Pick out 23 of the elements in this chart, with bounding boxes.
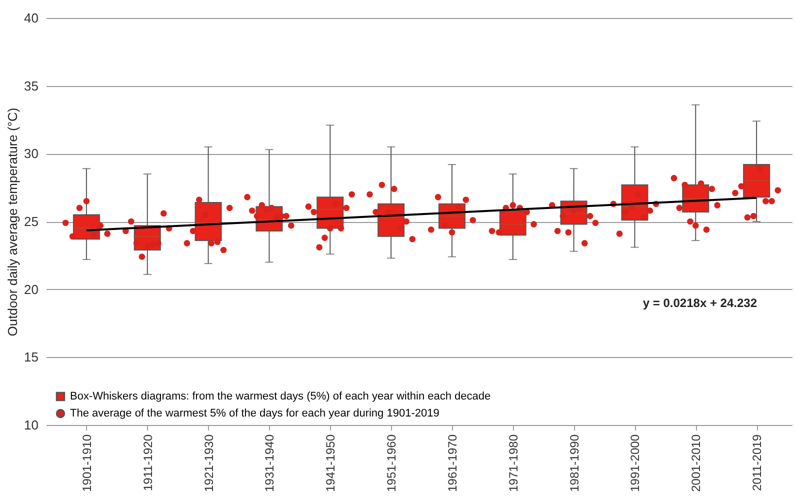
y-tick-label: 30 <box>24 146 38 162</box>
annotation: y = 0.0218x + 24.232 <box>642 296 758 310</box>
x-tick-label: 1951-1960 <box>384 434 399 492</box>
x-tick-label: 1981-1990 <box>567 434 582 492</box>
x-tick-label: 1901-1910 <box>80 434 94 492</box>
y-tick-label: 25 <box>24 214 38 229</box>
x-tick-label: 2011-2019 <box>750 434 764 491</box>
y-tick-label: 35 <box>24 78 38 94</box>
legend-label: The average of the warmest 5% of the days for each year during 1901-2019 <box>70 408 440 420</box>
y-tick-label: 40 <box>24 10 38 26</box>
x-tick-label: 1921-1930 <box>202 434 216 492</box>
legend-label: Box-Whiskers diagrams: from the warmest days (5%) of each year within each decade <box>70 390 491 402</box>
x-tick-label: 1931-1940 <box>262 434 277 492</box>
x-tick-label: 1941-1950 <box>324 434 338 492</box>
y-axis-title: Outdoor daily average temperature (°C) <box>5 108 20 336</box>
y-tick-label: 20 <box>24 282 38 297</box>
y-tick-label: 15 <box>24 350 38 365</box>
x-tick-label: 1991-2000 <box>628 434 642 492</box>
x-tick-label: 1961-1970 <box>445 434 460 492</box>
x-tick-label: 1911-1920 <box>140 434 155 491</box>
x-tick-label: 1971-1980 <box>506 434 520 492</box>
y-tick-label: 10 <box>24 418 38 432</box>
x-tick-label: 2001-2010 <box>689 434 704 492</box>
